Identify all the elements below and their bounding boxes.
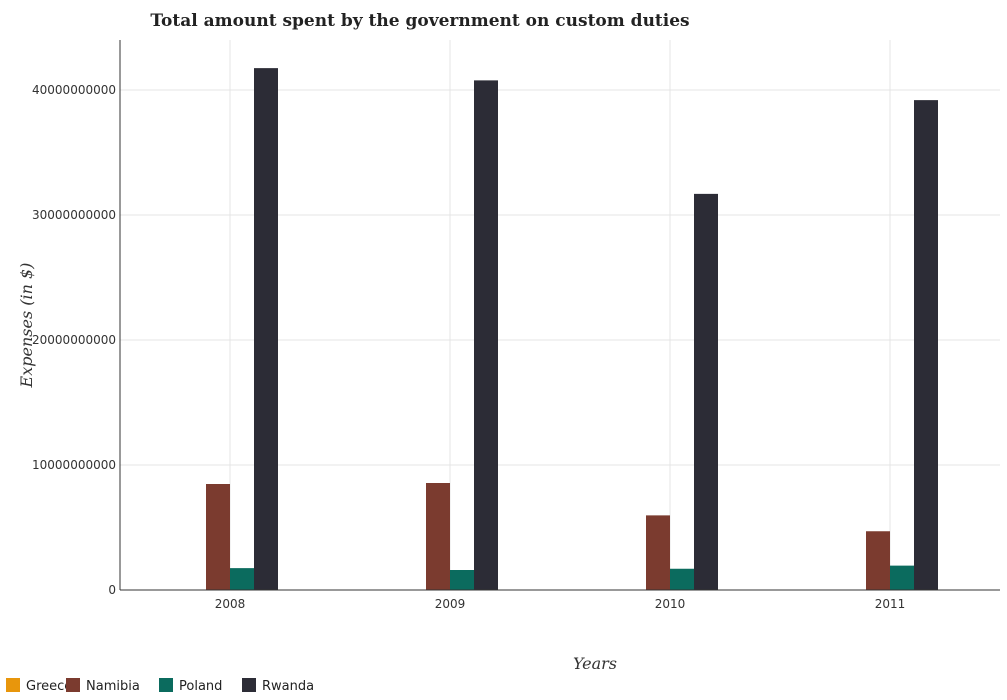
legend-swatch-namibia [66, 678, 80, 692]
legend-label-greece: Greece [26, 679, 72, 694]
bar-rwanda-2011 [914, 100, 938, 590]
bar-rwanda-2010 [694, 193, 718, 590]
bar-rwanda-2009 [474, 80, 498, 590]
legend: Greece Namibia Poland Rwanda [6, 678, 314, 694]
legend-swatch-rwanda [242, 678, 256, 692]
chart-title: Total amount spent by the government on … [150, 11, 689, 31]
y-tick-label: 10000000000 [32, 458, 116, 472]
bars [206, 68, 938, 590]
bar-poland-2011 [890, 565, 914, 590]
legend-label-poland: Poland [179, 679, 222, 694]
grid [120, 40, 1000, 591]
x-axis-label: Years [573, 654, 617, 673]
legend-swatch-poland [159, 678, 173, 692]
bar-namibia-2009 [426, 483, 450, 590]
x-tick-label-2009: 2009 [435, 597, 466, 611]
x-tick-label-2008: 2008 [215, 597, 246, 611]
legend-label-namibia: Namibia [86, 679, 140, 694]
x-tick-label-2011: 2011 [875, 597, 906, 611]
axes [119, 40, 1000, 591]
legend-label-rwanda: Rwanda [262, 679, 314, 694]
legend-swatch-greece [6, 678, 20, 692]
bar-rwanda-2008 [254, 68, 278, 590]
bar-poland-2009 [450, 570, 474, 590]
bar-namibia-2008 [206, 484, 230, 590]
y-tick-labels: 0 10000000000 20000000000 30000000000 400000… [32, 83, 116, 597]
bar-namibia-2011 [866, 531, 890, 590]
y-axis-label: Expenses (in $) [17, 263, 36, 389]
y-tick-label: 40000000000 [32, 83, 116, 97]
y-tick-label: 30000000000 [32, 208, 116, 222]
bar-poland-2010 [670, 568, 694, 590]
x-tick-labels: 2008 2009 2010 2011 [215, 597, 906, 611]
y-tick-label: 0 [108, 583, 116, 597]
bar-poland-2008 [230, 568, 254, 590]
x-tick-label-2010: 2010 [655, 597, 686, 611]
y-tick-label: 20000000000 [32, 333, 116, 347]
bar-namibia-2010 [646, 515, 670, 590]
